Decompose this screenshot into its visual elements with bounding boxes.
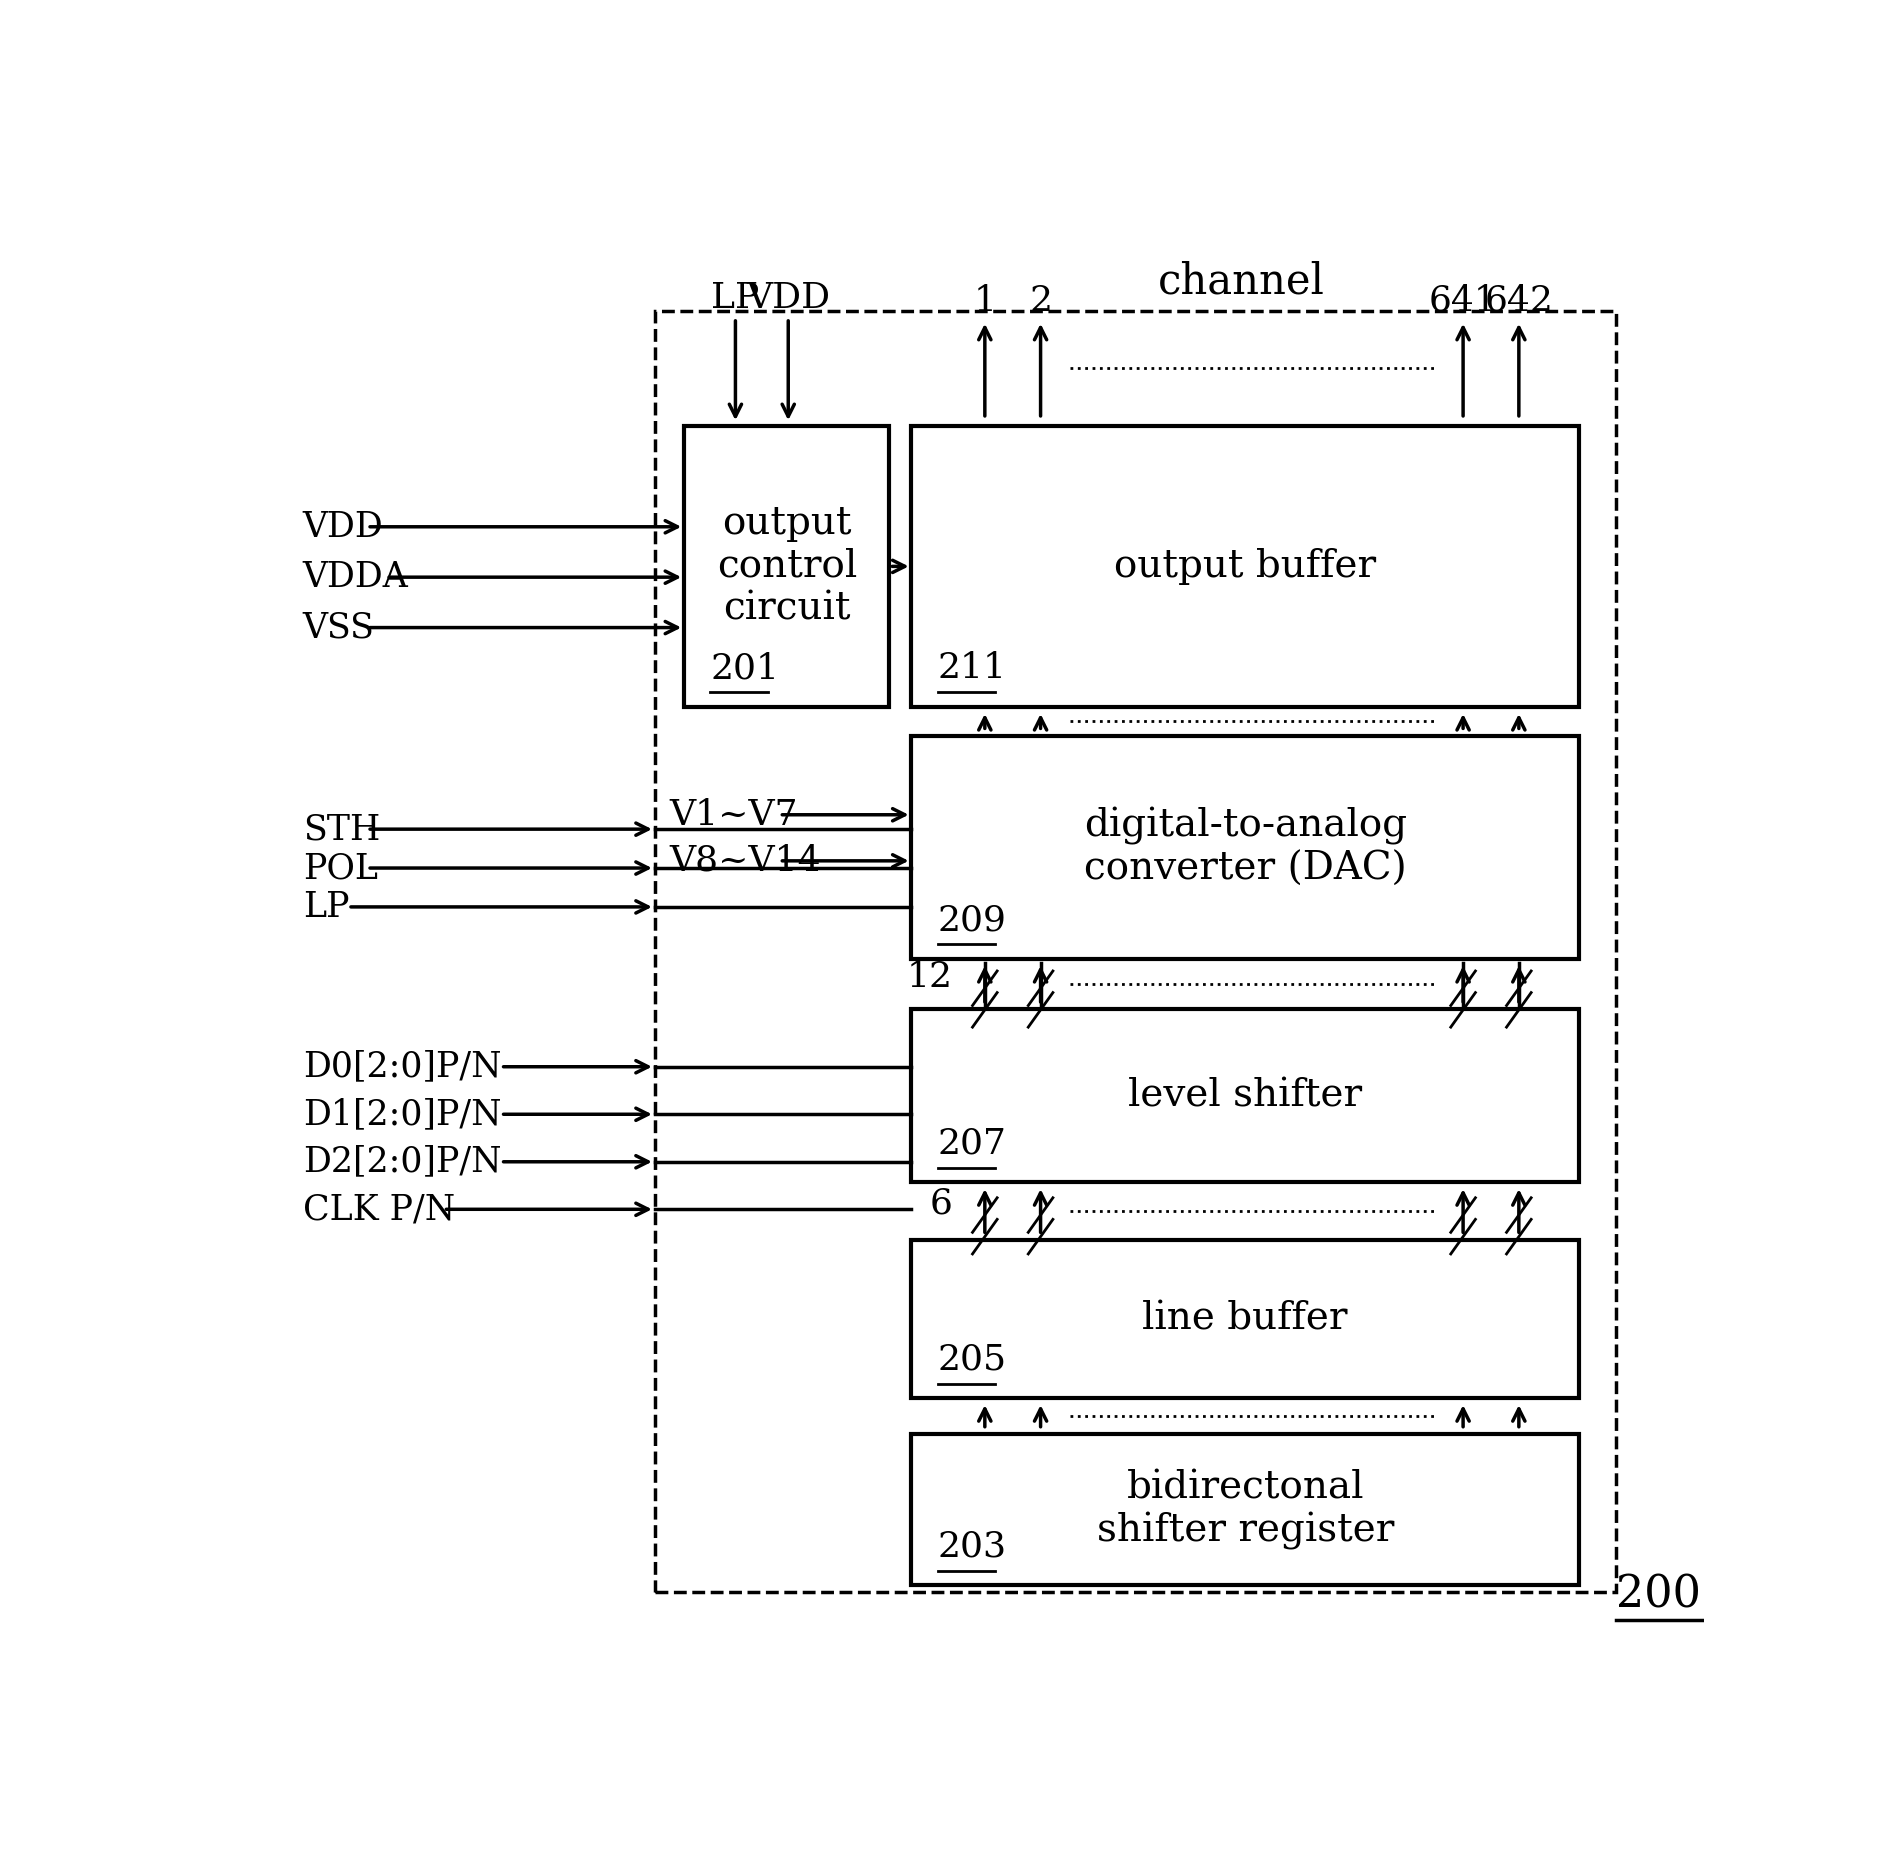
Text: 1: 1 bbox=[973, 284, 996, 318]
Text: D2[2:0]P/N: D2[2:0]P/N bbox=[303, 1144, 502, 1178]
Text: V1~V7: V1~V7 bbox=[670, 798, 799, 832]
Text: LP: LP bbox=[303, 890, 348, 924]
Bar bbox=[912, 1434, 1579, 1586]
Text: V8~V14: V8~V14 bbox=[670, 843, 822, 877]
Text: STH: STH bbox=[303, 812, 380, 845]
Text: channel: channel bbox=[1159, 262, 1325, 303]
Text: 211: 211 bbox=[937, 651, 1007, 684]
Text: D0[2:0]P/N: D0[2:0]P/N bbox=[303, 1049, 502, 1085]
Text: CLK P/N: CLK P/N bbox=[303, 1193, 454, 1227]
Bar bbox=[683, 426, 890, 707]
Text: VDD: VDD bbox=[303, 511, 384, 544]
Text: output
control
circuit: output control circuit bbox=[717, 505, 858, 628]
Bar bbox=[912, 1010, 1579, 1182]
Text: 201: 201 bbox=[710, 651, 780, 684]
Text: 200: 200 bbox=[1617, 1575, 1700, 1618]
Text: 203: 203 bbox=[937, 1530, 1007, 1563]
Text: D1[2:0]P/N: D1[2:0]P/N bbox=[303, 1098, 502, 1131]
Text: LP: LP bbox=[712, 280, 759, 316]
Text: 209: 209 bbox=[937, 903, 1007, 937]
Text: 2: 2 bbox=[1030, 284, 1053, 318]
Text: 6: 6 bbox=[929, 1187, 952, 1221]
Text: VDD: VDD bbox=[746, 280, 831, 316]
Text: level shifter: level shifter bbox=[1128, 1077, 1363, 1115]
Text: POL: POL bbox=[303, 851, 377, 885]
Bar bbox=[912, 735, 1579, 959]
Text: output buffer: output buffer bbox=[1115, 548, 1376, 585]
Text: 642: 642 bbox=[1484, 284, 1554, 318]
Text: 641: 641 bbox=[1429, 284, 1497, 318]
Text: bidirectonal
shifter register: bidirectonal shifter register bbox=[1096, 1470, 1393, 1550]
Text: VSS: VSS bbox=[303, 611, 375, 645]
Text: digital-to-analog
converter (DAC): digital-to-analog converter (DAC) bbox=[1083, 806, 1406, 888]
Bar bbox=[655, 310, 1617, 1593]
Text: 205: 205 bbox=[937, 1343, 1007, 1376]
Text: 12: 12 bbox=[907, 959, 952, 993]
Text: line buffer: line buffer bbox=[1143, 1300, 1348, 1337]
Text: VDDA: VDDA bbox=[303, 561, 409, 595]
Text: 207: 207 bbox=[937, 1126, 1007, 1159]
Bar bbox=[912, 1240, 1579, 1399]
Bar bbox=[912, 426, 1579, 707]
